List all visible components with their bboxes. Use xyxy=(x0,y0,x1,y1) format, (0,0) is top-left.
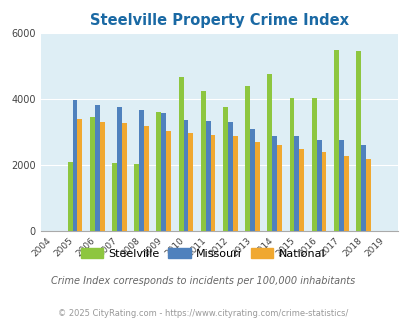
Bar xyxy=(289,98,294,231)
Bar xyxy=(272,136,277,231)
Bar xyxy=(338,140,343,231)
Bar xyxy=(188,133,193,231)
Bar xyxy=(355,51,360,231)
Bar xyxy=(210,135,215,231)
Bar xyxy=(77,119,82,231)
Bar xyxy=(333,50,338,231)
Bar xyxy=(227,122,232,231)
Bar xyxy=(249,129,254,231)
Title: Steelville Property Crime Index: Steelville Property Crime Index xyxy=(90,13,348,28)
Bar xyxy=(99,122,104,231)
Bar xyxy=(232,136,237,231)
Bar xyxy=(294,136,298,231)
Bar xyxy=(343,156,348,231)
Bar xyxy=(311,98,316,231)
Bar xyxy=(267,74,272,231)
Bar xyxy=(166,131,171,231)
Bar xyxy=(90,117,94,231)
Bar xyxy=(139,110,144,231)
Legend: Steelville, Missouri, National: Steelville, Missouri, National xyxy=(76,243,329,263)
Bar xyxy=(112,163,117,231)
Bar xyxy=(183,120,188,231)
Bar xyxy=(122,123,126,231)
Bar xyxy=(321,152,326,231)
Bar xyxy=(156,112,161,231)
Bar xyxy=(161,113,166,231)
Bar xyxy=(205,121,210,231)
Text: © 2025 CityRating.com - https://www.cityrating.com/crime-statistics/: © 2025 CityRating.com - https://www.city… xyxy=(58,309,347,318)
Bar xyxy=(94,105,99,231)
Bar xyxy=(222,107,227,231)
Bar xyxy=(245,86,249,231)
Text: Crime Index corresponds to incidents per 100,000 inhabitants: Crime Index corresponds to incidents per… xyxy=(51,276,354,285)
Bar xyxy=(360,145,365,231)
Bar xyxy=(298,149,303,231)
Bar xyxy=(72,100,77,231)
Bar xyxy=(316,140,321,231)
Bar xyxy=(68,162,72,231)
Bar xyxy=(254,142,259,231)
Bar xyxy=(365,159,370,231)
Bar xyxy=(144,126,149,231)
Bar xyxy=(178,77,183,231)
Bar xyxy=(117,107,121,231)
Bar xyxy=(200,91,205,231)
Bar xyxy=(134,164,139,231)
Bar xyxy=(277,145,281,231)
